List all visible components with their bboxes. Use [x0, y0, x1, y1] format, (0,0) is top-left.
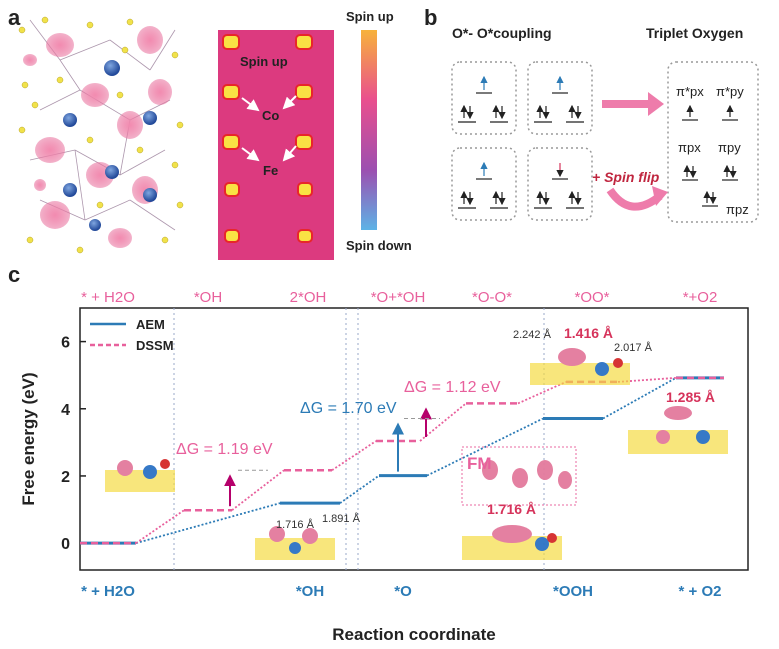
legend-dssm-label: DSSM	[136, 338, 174, 353]
y-axis-label: Free energy (eV)	[19, 372, 38, 505]
y-axis: 0 2 4 6	[61, 335, 86, 553]
top-step-label: *+O2	[683, 289, 718, 306]
bottom-step-label: * + H2O	[81, 583, 135, 600]
spin-flip-label: + Spin flip	[592, 169, 660, 185]
fe-label: Fe	[263, 163, 278, 178]
spin-colorbar	[361, 30, 377, 230]
y-tick-label: 4	[61, 402, 70, 419]
panel-label-a: a	[8, 5, 21, 30]
annotation-label: FM	[467, 454, 492, 473]
legend-aem-label: AEM	[136, 317, 165, 332]
aem-connector	[602, 377, 677, 420]
annotation-label: 2.017 Å	[614, 341, 653, 354]
annotation-label: 1.285 Å	[666, 389, 715, 405]
bottom-step-label: *O	[394, 583, 412, 600]
aem-connector	[135, 502, 281, 544]
top-step-label: *O-O*	[472, 289, 512, 306]
x-axis-label: Reaction coordinate	[332, 625, 495, 644]
dssm-connector	[331, 440, 377, 471]
bottom-step-label: *OOH	[553, 583, 593, 600]
annotation-label: 1.716 Å	[487, 501, 536, 517]
top-step-label: *OH	[194, 289, 222, 306]
top-step-label: 2*OH	[290, 289, 327, 306]
spin-density-map: Spin up Co Fe	[218, 30, 334, 260]
colorbar-bottom-label: Spin down	[346, 238, 412, 253]
orbital-diagrams	[458, 75, 738, 209]
dssm-connector	[419, 402, 467, 442]
top-step-label: *O+*OH	[371, 289, 426, 306]
y-tick-label: 2	[61, 469, 70, 486]
pi-py-label: πpy	[718, 140, 741, 155]
y-tick-label: 0	[61, 536, 70, 553]
annotation-label: 1.416 Å	[564, 325, 613, 341]
dssm-connector	[135, 509, 185, 544]
curved-arrow-icon	[606, 187, 663, 211]
arrow-right-icon	[602, 92, 664, 116]
dssm-connector	[231, 469, 285, 511]
plot-frame	[79, 307, 749, 571]
panel-label-b: b	[424, 5, 437, 30]
y-tick-label: 6	[61, 335, 70, 352]
inset-structures	[105, 348, 728, 560]
pi-star-px-label: π*px	[676, 84, 704, 99]
annotation-label: ΔG = 1.12 eV	[404, 379, 501, 396]
pi-star-py-label: π*py	[716, 84, 744, 99]
annotation-label: ΔG = 1.19 eV	[176, 441, 273, 458]
triplet-title: Triplet Oxygen	[646, 25, 743, 41]
spin-up-map-label: Spin up	[240, 54, 288, 69]
free-energy-chart: 0 2 4 6 Free energy (eV) Reaction coordinat…	[19, 289, 749, 644]
panel-label-c: c	[8, 262, 20, 287]
annotation-label: ΔG = 1.70 eV	[300, 400, 397, 417]
top-step-label: * + H2O	[81, 289, 135, 306]
annotation-label: 1.716 Å	[276, 518, 315, 531]
aem-connector	[426, 417, 544, 477]
annotation-label: 1.891 Å	[322, 512, 361, 525]
pi-px-label: πpx	[678, 140, 701, 155]
pi-pz-label: πpz	[726, 202, 749, 217]
bottom-step-label: * + O2	[679, 583, 722, 600]
co-label: Co	[262, 108, 279, 123]
bottom-step-label: *OH	[296, 583, 324, 600]
coupling-title: O*- O*coupling	[452, 25, 552, 41]
top-step-label: *OO*	[574, 289, 609, 306]
dssm-connector	[517, 381, 567, 405]
orbital-boxes	[451, 61, 759, 223]
colorbar-top-label: Spin up	[346, 9, 394, 24]
crystal-structure-image	[18, 16, 184, 254]
annotation-label: 2.242 Å	[513, 328, 552, 341]
orbital-labels: π*px π*py πpx πpy πpz	[676, 84, 749, 217]
legend: AEM DSSM	[90, 317, 174, 353]
